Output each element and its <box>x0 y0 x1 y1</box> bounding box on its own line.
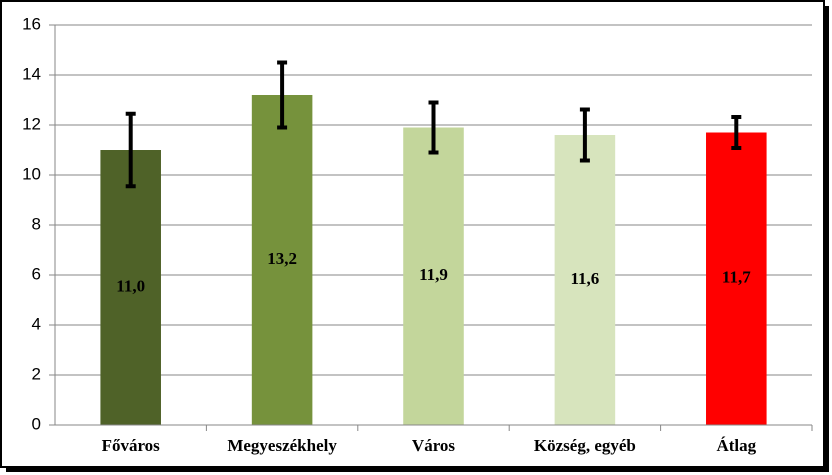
y-tick-label: 14 <box>22 64 41 83</box>
y-tick-label: 10 <box>22 164 41 183</box>
y-tick-label: 16 <box>22 14 41 33</box>
y-tick-label: 12 <box>22 114 41 133</box>
value-label: 11,0 <box>116 276 145 295</box>
value-label: 11,7 <box>722 268 751 287</box>
y-tick-label: 2 <box>32 364 41 383</box>
bar <box>706 132 767 425</box>
y-tick-label: 4 <box>32 314 41 333</box>
y-tick-label: 8 <box>32 214 41 233</box>
bar <box>403 127 464 425</box>
x-tick-label: Község, egyéb <box>534 436 636 455</box>
x-tick-label: Város <box>412 436 456 455</box>
bar <box>554 135 616 425</box>
value-label: 11,9 <box>419 265 448 284</box>
bar <box>100 150 161 425</box>
value-label: 13,2 <box>267 249 297 268</box>
value-label: 11,6 <box>570 269 599 288</box>
y-tick-label: 6 <box>32 264 41 283</box>
x-tick-label: Megyeszékhely <box>227 436 337 455</box>
bar <box>251 95 313 425</box>
y-tick-label: 0 <box>32 414 41 433</box>
x-tick-label: Átlag <box>716 436 756 455</box>
x-tick-label: Főváros <box>102 436 161 455</box>
